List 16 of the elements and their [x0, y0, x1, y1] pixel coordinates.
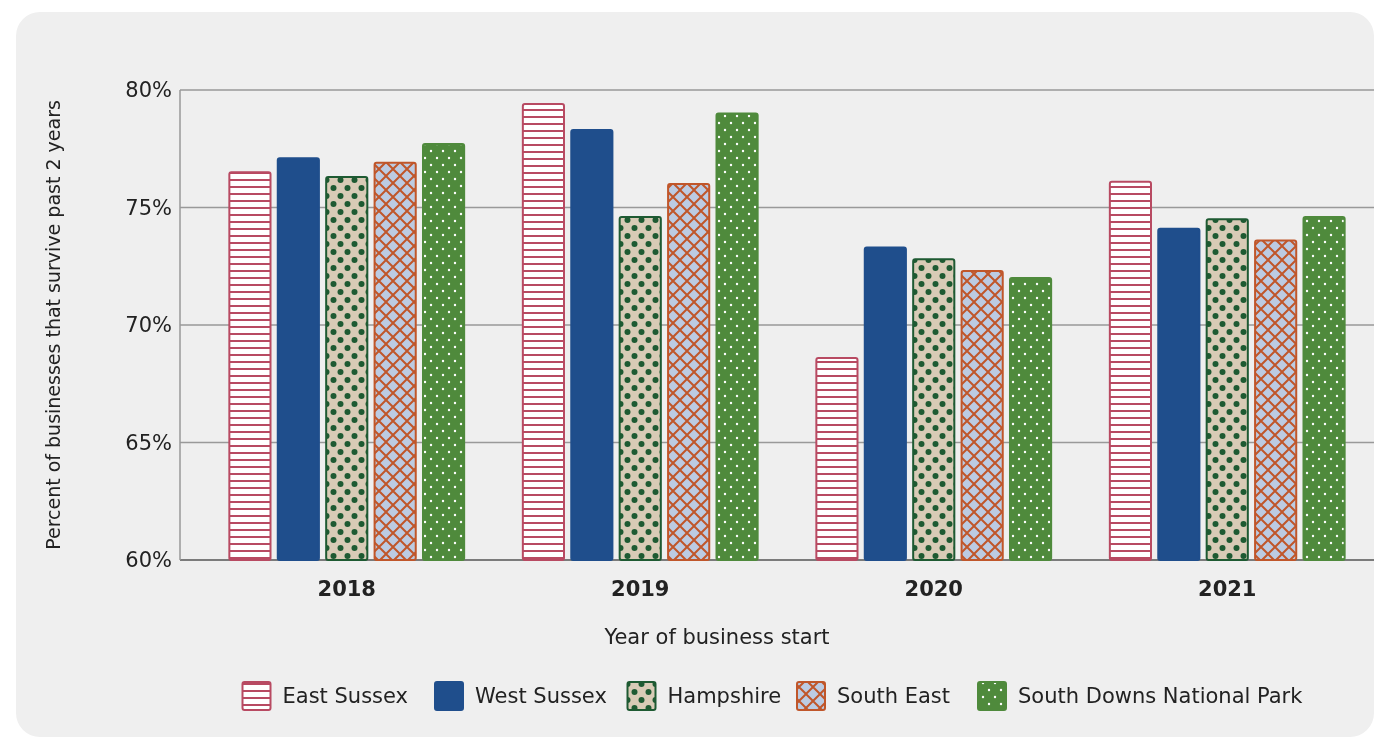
x-tick-label: 2019	[611, 577, 670, 601]
legend-label: South East	[837, 684, 951, 709]
x-axis-title: Year of business start	[603, 625, 830, 649]
legend-label: South Downs National Park	[1018, 684, 1304, 709]
x-tick-label: 2020	[904, 577, 963, 601]
y-tick-label: 65%	[125, 430, 172, 455]
y-tick-label: 60%	[125, 548, 172, 573]
y-tick-label: 75%	[125, 195, 172, 220]
legend-label: East Sussex	[282, 684, 408, 709]
x-tick-label: 2021	[1198, 577, 1257, 601]
y-axis-title: Percent of businesses that survive past 2 years	[42, 100, 64, 550]
legend-label: West Sussex	[475, 684, 607, 709]
legend-label: Hampshire	[667, 684, 782, 709]
y-tick-label: 80%	[125, 78, 172, 103]
x-tick-label: 2018	[317, 577, 376, 601]
y-tick-label: 70%	[125, 313, 172, 338]
